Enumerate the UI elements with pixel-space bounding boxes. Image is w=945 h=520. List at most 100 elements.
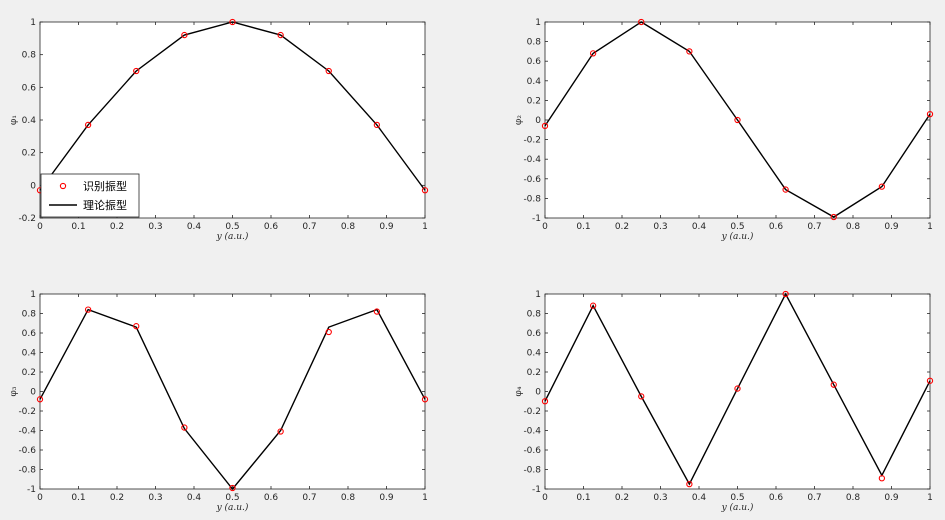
x-tick-label: 0.6 (264, 222, 279, 232)
y-tick-label: 0.4 (527, 349, 542, 359)
x-tick-label: 0.4 (187, 222, 202, 232)
y-axis-label: φ₃ (9, 386, 19, 396)
y-tick-label: -0.8 (18, 466, 36, 476)
theory-mode-line (39, 21, 426, 191)
y-tick-label: 0.4 (527, 77, 542, 87)
y-tick-label: -0.4 (523, 427, 541, 437)
y-tick-label: 0.4 (22, 349, 37, 359)
y-tick-label: 0.2 (22, 149, 36, 159)
y-tick-label: -0.6 (18, 446, 36, 456)
x-tick-label: 0.4 (692, 493, 707, 503)
x-tick-label: 0.9 (884, 222, 899, 232)
y-axis-label: φ₁ (9, 115, 19, 125)
identified-point (782, 186, 789, 193)
x-tick-label: 0.5 (730, 222, 744, 232)
x-tick-label: 0.1 (71, 493, 85, 503)
y-tick-label: -0.2 (18, 407, 36, 417)
y-tick-label: -1 (532, 214, 541, 224)
y-tick-label: 0.6 (527, 57, 542, 67)
y-tick-label: 0 (535, 388, 541, 398)
x-tick-label: 0.6 (264, 493, 279, 503)
x-tick-label: 0.2 (110, 493, 124, 503)
identified-point (686, 48, 693, 55)
y-axis-label: φ₄ (514, 386, 524, 396)
x-axis-label: y (a.u.) (216, 231, 249, 242)
legend-label-theory: 理论振型 (83, 198, 127, 212)
x-tick-label: 0.7 (807, 493, 821, 503)
x-tick-label: 0 (37, 493, 43, 503)
identified-point (84, 306, 92, 313)
y-tick-label: -1 (532, 485, 541, 495)
x-tick-label: 0.2 (615, 493, 629, 503)
y-tick-label: 0.8 (527, 38, 542, 48)
y-tick-label: -1 (27, 485, 36, 495)
y-tick-label: -0.2 (523, 136, 541, 146)
y-tick-label: 0.6 (22, 83, 37, 93)
identified-point (926, 110, 934, 118)
identified-point (133, 67, 140, 75)
x-tick-label: 0.8 (341, 222, 356, 232)
theory-mode-line (544, 21, 931, 218)
y-tick-label: 0 (30, 388, 36, 398)
y-tick-label: 0.8 (22, 51, 37, 61)
x-tick-label: 0.8 (846, 222, 861, 232)
y-tick-label: 1 (30, 18, 36, 28)
x-tick-label: 0.3 (653, 222, 667, 232)
x-tick-label: 0.1 (71, 222, 85, 232)
y-tick-label: 0.2 (22, 368, 36, 378)
identified-point (589, 302, 597, 309)
identified-point (373, 308, 381, 315)
identified-point (638, 393, 645, 400)
y-tick-label: 1 (30, 290, 36, 300)
x-tick-label: 0.6 (769, 493, 784, 503)
x-axis-label: y (a.u.) (216, 502, 249, 513)
x-tick-label: 0.5 (730, 493, 744, 503)
chart-3: 0 0.1 0.2 0.3 0.4 0.5 0.6 0.7 0.8 0.9 1 -1 -0.8 -0.6 -… (9, 290, 429, 513)
x-tick-label: 1 (927, 222, 933, 232)
x-tick-label: 0.3 (148, 222, 162, 232)
y-tick-label: -0.4 (18, 427, 36, 437)
identified-point (541, 398, 549, 405)
y-tick-label: -0.2 (18, 214, 36, 224)
identified-point (878, 475, 886, 482)
identified-point (878, 183, 886, 190)
y-tick-label: 0 (30, 181, 36, 191)
y-axis-label: φ₂ (514, 115, 524, 125)
x-tick-label: 1 (927, 493, 933, 503)
identified-point (830, 381, 837, 388)
identified-point (133, 323, 140, 330)
identified-point (541, 122, 549, 130)
y-tick-label: 0 (535, 116, 541, 126)
y-tick-label: -0.8 (523, 194, 541, 204)
chart-1: 0 0.1 0.2 0.3 0.4 0.5 0.6 0.7 0.8 0.9 1-0.200.20.4… (9, 18, 429, 242)
legend-box (40, 173, 140, 218)
y-tick-label: -0.6 (523, 175, 541, 185)
x-axis-label: y (a.u.) (721, 502, 754, 513)
y-tick-label: 0.8 (22, 310, 37, 320)
x-tick-label: 0.3 (653, 493, 667, 503)
x-tick-label: 0.2 (110, 222, 124, 232)
identified-point (181, 424, 188, 431)
x-tick-label: 0.4 (692, 222, 707, 232)
x-tick-label: 0.3 (148, 493, 162, 503)
y-tick-label: 0.4 (22, 116, 37, 126)
x-tick-label: 0.2 (615, 222, 629, 232)
x-tick-label: 0.9 (379, 493, 394, 503)
x-tick-label: 0 (37, 222, 43, 232)
plot-area (39, 293, 426, 490)
identified-point (926, 377, 934, 384)
x-tick-label: 0.7 (302, 222, 316, 232)
x-tick-label: 1 (422, 222, 428, 232)
identified-point (686, 480, 693, 488)
x-tick-label: 0 (542, 493, 548, 503)
x-tick-label: 0.9 (379, 222, 394, 232)
legend-label-identified: 识别振型 (83, 179, 127, 193)
y-tick-label: -0.8 (523, 466, 541, 476)
identified-point (181, 31, 188, 39)
x-tick-label: 1 (422, 493, 428, 503)
y-tick-label: 0.6 (527, 329, 542, 339)
x-tick-label: 0.1 (576, 493, 590, 503)
x-tick-label: 0.8 (341, 493, 356, 503)
identified-point (782, 290, 789, 298)
